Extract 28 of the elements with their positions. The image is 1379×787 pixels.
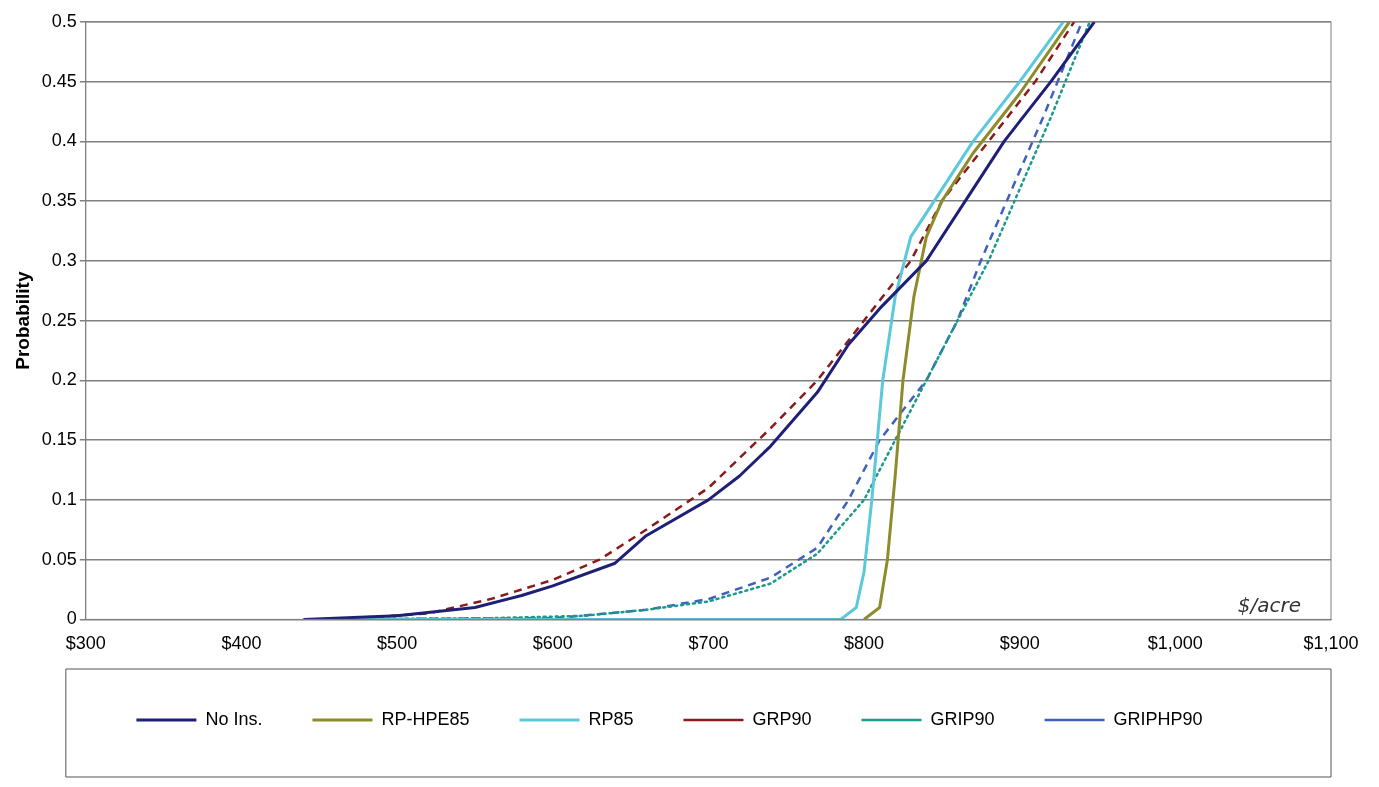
y-tick-label: 0.05 xyxy=(41,548,77,569)
legend-label: RP85 xyxy=(588,708,634,729)
y-axis-title: Probability xyxy=(11,271,33,370)
y-tick-label: 0.4 xyxy=(51,130,77,151)
x-tick-label: $700 xyxy=(688,633,729,654)
y-tick-label: 0.25 xyxy=(41,309,77,330)
y-tick-label: 0.5 xyxy=(51,10,77,31)
y-tick-label: 0.2 xyxy=(51,369,77,390)
x-tick-label: $900 xyxy=(999,633,1040,654)
legend-label: No Ins. xyxy=(205,708,263,729)
x-tick-label: $1,000 xyxy=(1147,633,1203,654)
y-tick-label: 0.45 xyxy=(41,70,77,91)
legend-label: GRP90 xyxy=(752,708,812,729)
x-tick-label: $1,100 xyxy=(1303,633,1359,654)
legend-label: GRIPHP90 xyxy=(1113,708,1203,729)
y-tick-label: 0.15 xyxy=(41,429,77,450)
x-tick-label: $600 xyxy=(532,633,573,654)
x-tick-label: $400 xyxy=(221,633,262,654)
y-tick-label: 0.35 xyxy=(41,190,77,211)
x-tick-label: $800 xyxy=(844,633,885,654)
y-tick-label: 0.3 xyxy=(51,249,77,270)
y-tick-label: 0.1 xyxy=(51,488,77,509)
x-tick-label: $500 xyxy=(377,633,418,654)
annotation: $/acre xyxy=(1237,592,1301,617)
x-tick-label: $300 xyxy=(65,633,106,654)
legend-label: GRIP90 xyxy=(930,708,995,729)
y-tick-label: 0 xyxy=(66,608,77,629)
legend-label: RP-HPE85 xyxy=(381,708,470,729)
